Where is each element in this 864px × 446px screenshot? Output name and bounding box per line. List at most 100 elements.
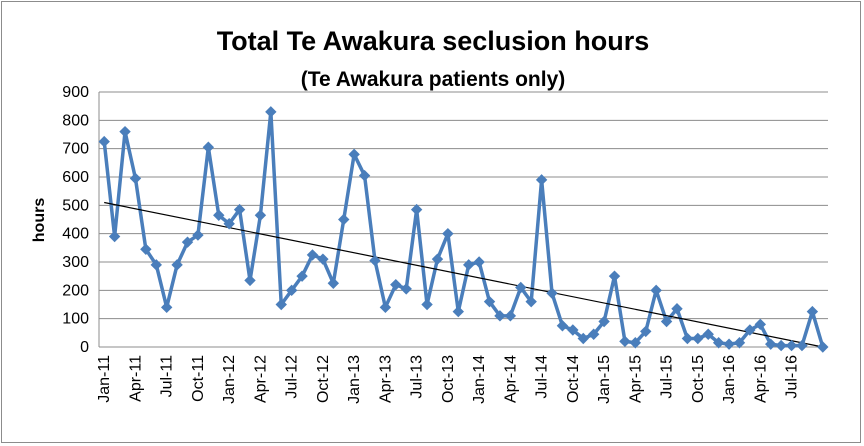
x-tick-label: Oct-15 (690, 355, 707, 403)
data-point (369, 254, 381, 267)
data-point (275, 298, 287, 311)
y-tick-label: 900 (62, 84, 89, 101)
data-point (181, 236, 194, 248)
data-point (129, 172, 142, 185)
data-point (525, 295, 537, 308)
data-point (473, 256, 485, 268)
data-point (598, 315, 610, 328)
x-tick-label: Jan-15 (596, 355, 613, 404)
chart-title: Total Te Awakura seclusion hours (217, 26, 650, 56)
x-tick-label: Jan-12 (221, 355, 238, 404)
data-point (379, 301, 392, 314)
data-point (723, 338, 735, 350)
data-point (744, 324, 756, 336)
y-tick-label: 300 (62, 254, 89, 271)
x-tick-label: Oct-12 (315, 355, 332, 403)
data-point (577, 332, 589, 345)
trendline-line (104, 201, 823, 348)
data-point (140, 243, 152, 255)
data-point (483, 295, 496, 308)
x-tick-label: Jan-16 (721, 355, 738, 404)
data-point (608, 270, 621, 282)
y-tick-label: 400 (62, 226, 89, 243)
data-markers (98, 106, 829, 353)
y-tick-label: 500 (62, 197, 89, 214)
data-point (223, 218, 235, 230)
data-point (254, 209, 267, 221)
data-point (535, 174, 548, 186)
data-point (463, 259, 475, 271)
data-point (681, 332, 694, 345)
data-point (327, 277, 340, 289)
x-tick-label: Apr-16 (752, 355, 769, 403)
data-point (160, 301, 173, 314)
data-point (296, 270, 308, 282)
data-point (817, 341, 829, 353)
series-line (102, 110, 825, 348)
x-tick-label: Oct-13 (440, 355, 457, 403)
data-point (692, 332, 704, 345)
y-tick-label: 0 (80, 339, 89, 356)
gridlines (98, 91, 828, 348)
data-point (410, 203, 423, 216)
data-point (171, 259, 183, 271)
x-tick-label: Apr-15 (627, 355, 644, 403)
data-point (556, 320, 569, 332)
data-point (338, 213, 350, 226)
data-point (452, 305, 464, 318)
x-tick-label: Jul-14 (534, 355, 551, 399)
x-tick-label: Apr-12 (252, 355, 269, 403)
data-point (317, 253, 329, 265)
data-point (806, 305, 819, 318)
data-point (567, 324, 579, 336)
data-point (660, 315, 673, 328)
data-point (515, 281, 527, 294)
data-point (202, 141, 215, 153)
data-point (504, 310, 517, 322)
x-tick-label: Jul-12 (284, 355, 301, 399)
data-point (765, 338, 777, 350)
x-tick-label: Apr-11 (127, 355, 144, 402)
data-point (244, 274, 256, 287)
x-tick-label: Apr-13 (377, 355, 394, 403)
data-point (702, 328, 714, 340)
trendline (104, 201, 823, 348)
x-tick-label: Jul-15 (659, 355, 676, 399)
data-point (796, 339, 808, 352)
x-tick-label: Oct-14 (565, 355, 582, 403)
data-point (431, 253, 444, 265)
data-point (98, 135, 110, 148)
series-polyline (102, 110, 825, 348)
data-point (285, 284, 298, 297)
data-point (421, 298, 433, 311)
x-tick-label: Jan-14 (471, 355, 488, 404)
data-point (442, 227, 454, 240)
data-point (733, 337, 746, 349)
y-tick-label: 100 (62, 311, 89, 328)
data-point (775, 339, 787, 352)
data-point (265, 106, 277, 118)
data-point (213, 209, 225, 221)
y-tick-label: 200 (62, 282, 89, 299)
data-point (108, 230, 121, 243)
y-tick-label: 600 (62, 169, 89, 186)
data-point (150, 259, 162, 271)
data-point (650, 284, 662, 297)
chart-subtitle: (Te Awakura patients only) (301, 68, 566, 91)
data-point (348, 148, 360, 161)
data-point (754, 318, 767, 331)
data-point (619, 335, 631, 348)
x-tick-label: Apr-14 (502, 355, 519, 403)
data-point (119, 125, 131, 138)
data-point (629, 337, 642, 349)
data-point (400, 283, 412, 295)
x-tick-label: Jan-13 (346, 355, 363, 404)
data-point (712, 337, 725, 349)
data-point (587, 328, 600, 340)
y-axis-title: hours (31, 198, 48, 243)
data-point (546, 287, 558, 299)
data-point (671, 303, 683, 315)
data-point (494, 310, 506, 322)
